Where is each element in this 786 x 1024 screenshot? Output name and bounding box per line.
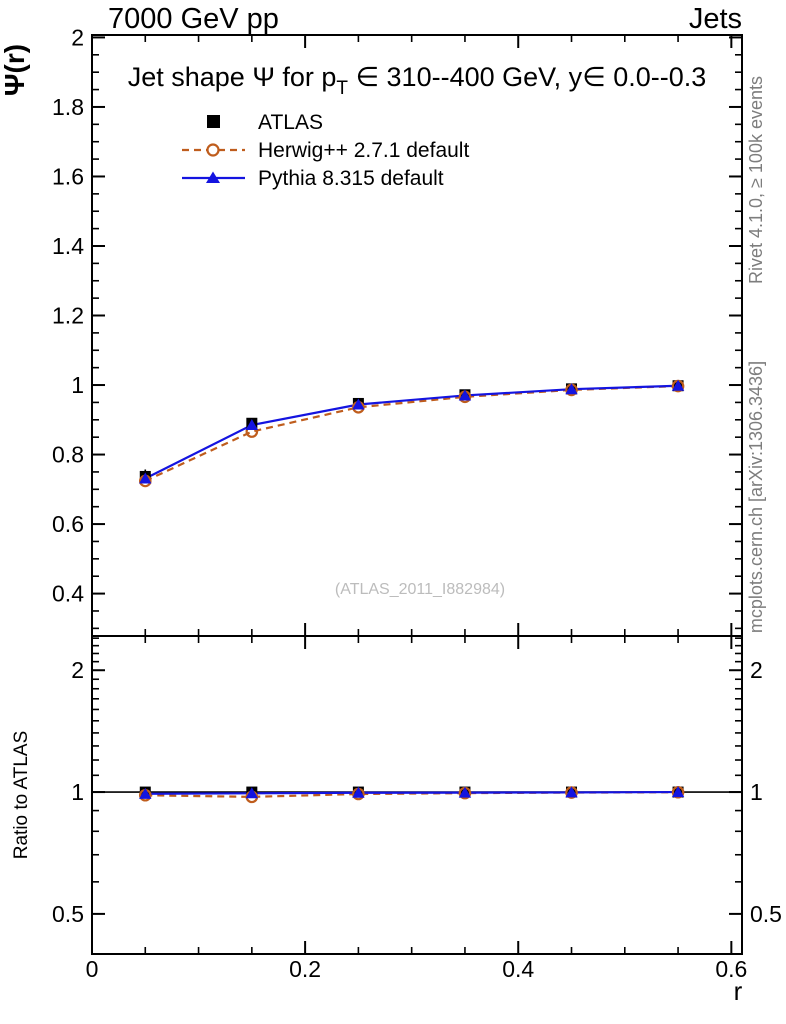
herwig-open-circle-icon — [206, 143, 220, 157]
y-tick-label: 0.8 — [52, 442, 84, 468]
plot-title: Jet shape Ψ for pT ∈ 310--400 GeV, y∈ 0.… — [128, 62, 707, 99]
y-tick-label: 1.2 — [52, 303, 84, 329]
analysis-id-watermark: (ATLAS_2011_I882984) — [335, 581, 505, 598]
x-tick-label: 0.6 — [715, 956, 747, 982]
pythia-triangle-icon — [206, 171, 220, 183]
legend-label: ATLAS — [258, 111, 323, 134]
rivet-version-note: Rivet 4.1.0, ≥ 100k events — [746, 76, 766, 284]
legend-item-pythia: Pythia 8.315 default — [182, 167, 444, 190]
series-line-pythia — [145, 790, 679, 795]
data-point-triangle — [352, 786, 365, 798]
y-tick-label: 1.8 — [52, 94, 84, 120]
y-tick-label: 1.4 — [52, 233, 84, 259]
ratio-y-axis-title: Ratio to ATLAS — [11, 731, 32, 860]
data-point-triangle — [458, 389, 472, 401]
data-point-triangle — [458, 786, 472, 798]
y-tick-label: 1 — [71, 779, 84, 805]
data-point-triangle — [671, 786, 685, 798]
y-tick-label: 0.6 — [52, 511, 84, 537]
y-tick-label: 1 — [71, 372, 84, 398]
legend-item-herwig: Herwig++ 2.7.1 default — [182, 139, 469, 162]
y-tick-label: 0.5 — [52, 901, 84, 927]
y-tick-label: 1 — [750, 779, 763, 805]
legend-label: Herwig++ 2.7.1 default — [258, 139, 469, 162]
data-point-triangle — [139, 472, 152, 484]
x-tick-label: 0.4 — [502, 956, 534, 982]
y-tick-label: 0.5 — [750, 901, 782, 927]
data-point-triangle — [565, 786, 578, 798]
data-point-triangle — [565, 383, 578, 395]
series-line-pythia — [144, 384, 679, 480]
data-point-triangle — [139, 787, 152, 799]
data-point-triangle — [245, 419, 259, 431]
ratio-panel-frame — [91, 635, 743, 955]
atlas-square-icon — [207, 115, 220, 128]
data-point-triangle — [671, 379, 685, 391]
legend-label: Pythia 8.315 default — [258, 167, 444, 190]
y-tick-label: 1.6 — [52, 163, 84, 189]
legend: ATLAS Herwig++ 2.7.1 default Pythia 8.31… — [182, 111, 469, 190]
main-panel-frame — [91, 34, 743, 637]
x-tick-label: 0.2 — [289, 956, 321, 982]
data-point-triangle — [245, 787, 259, 799]
data-point-triangle — [352, 398, 365, 410]
y-tick-label: 2 — [750, 657, 763, 683]
beam-info-label: 7000 GeV pp — [108, 3, 279, 35]
x-axis-title: r — [734, 976, 743, 1006]
mcplots-arxiv-note: mcplots.cern.ch [arXiv:1306.3436] — [746, 361, 766, 633]
y-tick-label: 2 — [71, 24, 84, 50]
x-tick-label: 0 — [86, 956, 99, 982]
y-tick-label: 0.4 — [52, 581, 84, 607]
analysis-group-label: Jets — [689, 3, 742, 35]
y-tick-label: 2 — [71, 657, 84, 683]
legend-item-atlas: ATLAS — [207, 111, 323, 134]
y-axis-title: Ψ(r) — [0, 44, 30, 96]
